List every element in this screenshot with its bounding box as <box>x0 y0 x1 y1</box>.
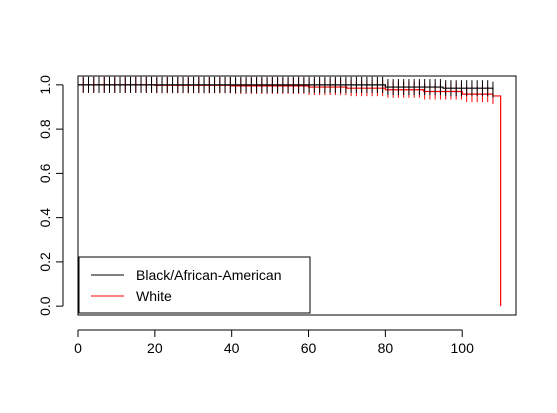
y-axis: 0.0 0.2 0.4 0.6 0.8 1.0 <box>37 75 64 316</box>
x-axis: 0 20 40 60 80 100 <box>74 329 475 356</box>
y-tick-label: 0.4 <box>37 208 53 228</box>
legend-box <box>78 256 311 314</box>
y-tick-label: 1.0 <box>37 75 53 95</box>
x-tick-label: 0 <box>74 340 82 356</box>
x-tick-label: 40 <box>224 340 240 356</box>
series-group <box>77 76 502 307</box>
plot-area <box>77 75 517 316</box>
legend-label-white: White <box>136 288 172 304</box>
x-tick-label: 100 <box>451 340 475 356</box>
legend-label-black: Black/African-American <box>136 267 282 283</box>
y-tick-label: 0.6 <box>37 163 53 183</box>
x-tick-label: 60 <box>301 340 317 356</box>
y-tick-label: 0.8 <box>37 119 53 139</box>
y-tick-label: 0.2 <box>37 252 53 272</box>
y-tick-label: 0.0 <box>37 296 53 316</box>
x-tick-label: 20 <box>147 340 163 356</box>
legend: Black/African-American White <box>78 256 311 314</box>
plot-frame <box>77 75 517 316</box>
x-tick-label: 80 <box>378 340 394 356</box>
